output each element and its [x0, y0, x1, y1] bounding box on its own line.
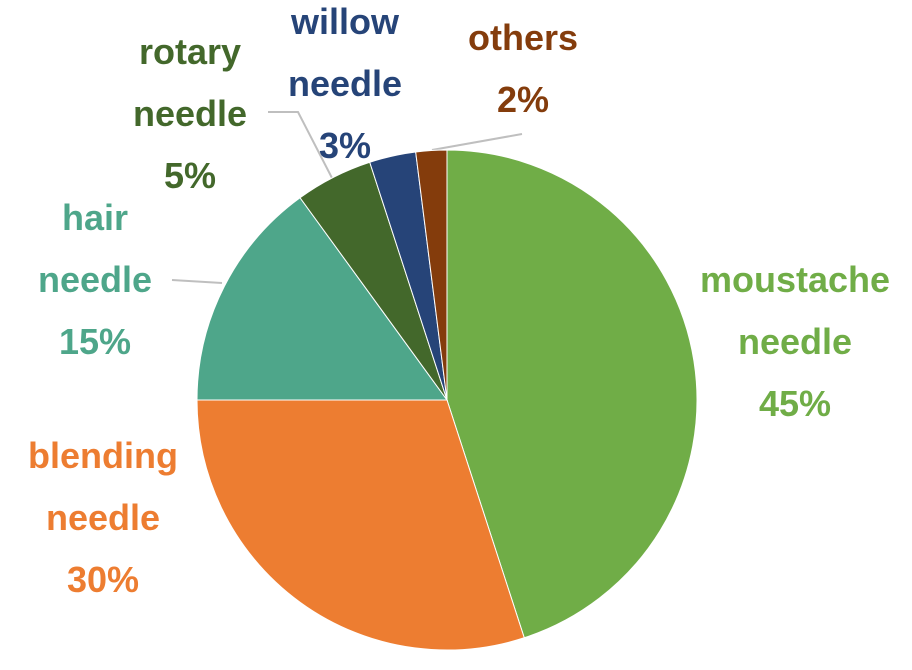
category-name: rotary needle — [132, 31, 248, 134]
pie-slice — [196, 197, 448, 401]
pie-slice — [196, 399, 525, 651]
slice-label: hair needle 15% — [38, 187, 152, 373]
value-label: 3% — [318, 125, 372, 166]
category-name: hair needle — [37, 197, 153, 300]
leader-line — [268, 111, 333, 179]
leader-line — [431, 133, 523, 151]
value-label: 30% — [66, 559, 140, 600]
value-label: 15% — [58, 321, 132, 362]
category-name: blending needle — [28, 435, 178, 538]
slice-label: moustache needle 45% — [700, 249, 890, 435]
value-label: 2% — [496, 79, 550, 120]
category-name: moustache needle — [699, 259, 891, 362]
value-label: 45% — [758, 383, 832, 424]
pie-slice — [446, 149, 698, 639]
slice-label: blending needle 30% — [28, 425, 178, 611]
category-name: others — [467, 17, 579, 58]
pie-slice — [415, 149, 448, 401]
value-label: 5% — [163, 155, 217, 196]
slice-label: others 2% — [468, 7, 578, 131]
slice-label: rotary needle 5% — [133, 21, 247, 207]
slice-label: willow needle 3% — [288, 0, 402, 177]
category-name: willow needle — [287, 1, 403, 104]
leader-line — [171, 279, 223, 284]
